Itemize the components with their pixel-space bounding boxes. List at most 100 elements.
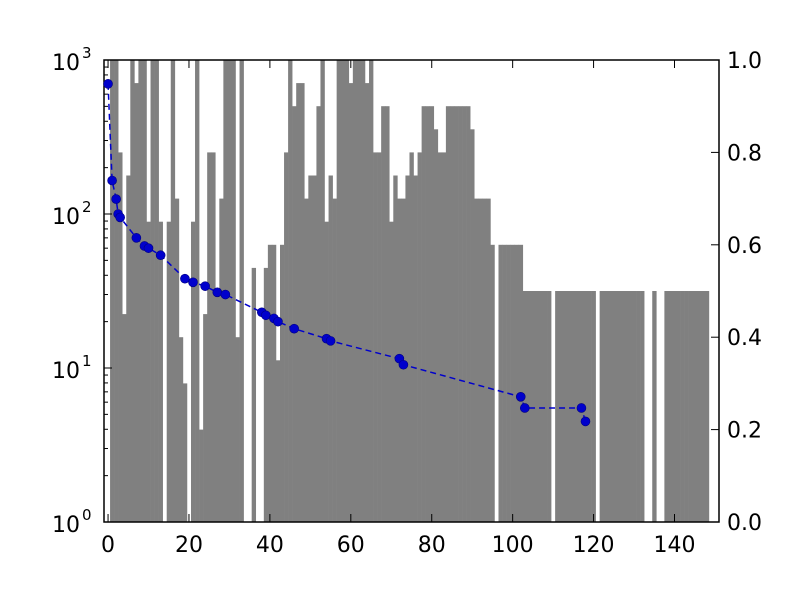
x-tick-label: 60 — [337, 533, 365, 558]
line-point — [273, 316, 283, 327]
right-tick-label: 0.4 — [727, 326, 762, 351]
bar — [486, 198, 491, 522]
right-tick-label: 0.0 — [727, 511, 762, 536]
bar — [340, 60, 346, 522]
bar — [344, 60, 350, 522]
bar — [409, 152, 414, 522]
bar — [300, 83, 305, 522]
line-point — [325, 336, 336, 346]
x-tick-label: 100 — [492, 533, 534, 558]
bar — [195, 60, 200, 522]
bar — [502, 244, 507, 523]
line-point — [143, 243, 154, 253]
left-tick-label: 10 2 — [52, 198, 92, 230]
left-tick-label-base: 10 — [52, 205, 80, 230]
bar — [239, 60, 244, 522]
left-tick-label-exponent: 3 — [82, 44, 92, 62]
bar — [482, 198, 487, 522]
bar — [688, 291, 693, 522]
bar — [603, 291, 609, 522]
bar — [636, 291, 641, 522]
left-tick-label-base: 10 — [52, 51, 80, 76]
bar — [623, 291, 629, 522]
bar-series — [110, 60, 710, 523]
bar — [692, 291, 698, 522]
bar — [207, 152, 212, 522]
bar — [292, 106, 297, 522]
bar — [530, 291, 536, 522]
left-tick-label-exponent: 1 — [82, 352, 92, 370]
bar — [275, 360, 281, 522]
left-tick-label: 10 0 — [52, 506, 92, 538]
bar — [263, 267, 269, 522]
right-tick-label: 0.8 — [727, 141, 762, 166]
bar — [150, 60, 155, 522]
bar — [632, 291, 637, 522]
bar — [288, 60, 293, 522]
bar — [308, 175, 313, 522]
bar — [474, 198, 479, 522]
x-tick-label: 20 — [175, 533, 203, 558]
x-axis-tick-labels: 0 20 40 60 80 100 120 140 — [101, 533, 695, 558]
bar — [227, 60, 232, 522]
right-tick-label: 0.6 — [727, 234, 762, 259]
line-path — [107, 83, 587, 422]
bar — [381, 106, 386, 522]
bar — [433, 129, 439, 523]
bar — [170, 60, 176, 522]
bar — [364, 83, 370, 522]
bar — [555, 291, 560, 522]
right-tick-label: 0.2 — [727, 419, 762, 444]
bar — [506, 244, 511, 523]
line-point — [580, 416, 591, 427]
x-tick-label: 0 — [101, 533, 115, 558]
bar — [458, 106, 463, 522]
axis-ticks — [104, 59, 719, 523]
bar — [312, 175, 317, 522]
bar — [251, 267, 257, 522]
bar — [684, 291, 689, 522]
bar — [611, 291, 617, 522]
bar — [547, 291, 552, 522]
bar — [405, 175, 410, 522]
bar — [437, 152, 443, 522]
bar — [429, 106, 435, 522]
bar — [619, 291, 625, 522]
bar — [607, 291, 613, 522]
left-tick-label: 10 1 — [52, 352, 92, 384]
bar — [166, 221, 172, 522]
bar — [652, 291, 657, 522]
right-tick-label: 1.0 — [727, 49, 762, 74]
line-point — [519, 403, 530, 413]
bar — [510, 244, 515, 523]
line-point — [200, 281, 210, 291]
bar — [599, 291, 604, 522]
bar — [336, 60, 341, 522]
bar — [571, 291, 576, 522]
left-tick-label-base: 10 — [52, 359, 80, 384]
bar — [389, 221, 394, 522]
bar — [130, 60, 135, 522]
bar — [478, 198, 483, 522]
bar — [267, 244, 273, 523]
line-point — [131, 233, 142, 243]
bar — [615, 291, 621, 522]
bar — [174, 198, 180, 522]
bar — [563, 291, 568, 522]
line-point — [220, 289, 231, 300]
bar — [304, 198, 309, 522]
bar — [134, 83, 139, 522]
bar — [320, 60, 325, 522]
bar — [514, 244, 520, 523]
bar — [271, 244, 277, 523]
bar — [373, 152, 378, 522]
bar — [518, 244, 524, 523]
bar — [211, 152, 216, 522]
bar — [466, 106, 471, 522]
x-tick-label: 80 — [418, 533, 446, 558]
bar — [462, 106, 467, 522]
bar — [559, 291, 564, 522]
bar — [110, 60, 115, 522]
